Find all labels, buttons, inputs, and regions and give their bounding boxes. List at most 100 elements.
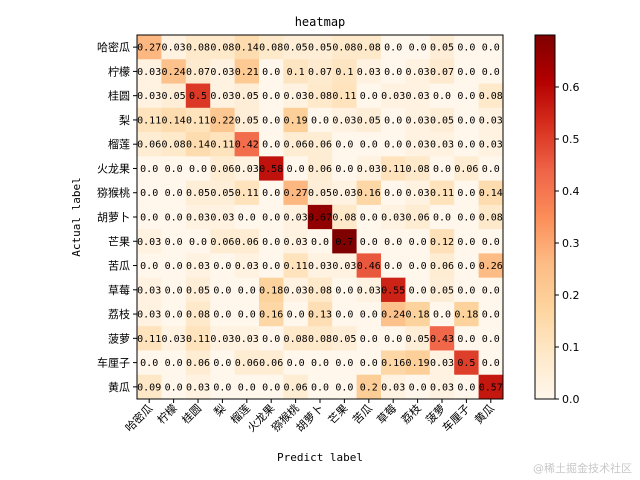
- heatmap-cell: [454, 83, 480, 109]
- cell-value-label: 0.05: [430, 115, 454, 126]
- heatmap-cell: [307, 374, 333, 400]
- heatmap-cell: [137, 107, 162, 133]
- heatmap-cell: [185, 229, 211, 254]
- heatmap-cell: [356, 253, 382, 279]
- cell-value-label: 0.05: [235, 115, 259, 126]
- heatmap-cell: [161, 277, 187, 303]
- heatmap-cell: [332, 107, 358, 133]
- x-tick-label: 胡萝卜: [293, 401, 326, 434]
- cell-value-label: 0.08: [479, 91, 503, 102]
- heatmap-cell: [259, 277, 284, 303]
- cell-value-label: 0.18: [454, 310, 478, 321]
- cell-value-label: 0.0: [213, 382, 231, 393]
- heatmap-cell: [234, 107, 260, 133]
- x-tick-label: 芒果: [326, 402, 351, 427]
- cell-value-label: 0.08: [357, 43, 381, 54]
- heatmap-cell: [381, 132, 406, 157]
- heatmap-cell: [137, 83, 162, 109]
- cell-value-label: 0.27: [284, 188, 308, 199]
- heatmap-cell: [356, 107, 382, 133]
- cell-value-label: 0.03: [137, 285, 161, 296]
- heatmap-cell: [307, 59, 333, 85]
- heatmap-cell: [454, 132, 480, 157]
- cell-value-label: 0.57: [479, 382, 503, 393]
- heatmap-cell: [478, 326, 504, 351]
- heatmap-cell: [161, 301, 187, 327]
- colorbar-tick-label: 0.6: [562, 81, 580, 94]
- cell-value-label: 0.06: [308, 140, 332, 151]
- heatmap-cell: [429, 59, 455, 85]
- heatmap-cell: [137, 156, 162, 182]
- heatmap-cell: [185, 277, 211, 303]
- heatmap-cell: [478, 35, 504, 60]
- heatmap-cell: [185, 35, 211, 60]
- cell-value-label: 0.05: [308, 188, 332, 199]
- cell-value-label: 0.03: [479, 115, 503, 126]
- cell-value-label: 0.1: [287, 67, 305, 78]
- heatmap-cell: [405, 180, 431, 206]
- heatmap-cell: [356, 350, 382, 376]
- heatmap-cell: [161, 83, 187, 109]
- cell-value-label: 0.18: [406, 310, 430, 321]
- cell-value-label: 0.0: [165, 188, 183, 199]
- cell-value-label: 0.03: [284, 91, 308, 102]
- cell-value-label: 0.0: [262, 67, 280, 78]
- cell-value-label: 0.0: [384, 115, 402, 126]
- heatmap-cell: [332, 59, 358, 85]
- cell-value-label: 0.0: [409, 43, 427, 54]
- heatmap-cell: [429, 326, 455, 351]
- cell-value-label: 0.26: [479, 261, 503, 272]
- heatmap-cell: [381, 83, 406, 109]
- heatmap-cell: [332, 253, 358, 279]
- cell-value-label: 0.11: [186, 115, 210, 126]
- cell-value-label: 0.08: [479, 213, 503, 224]
- heatmap-cell: [429, 107, 455, 133]
- cell-value-label: 0.0: [262, 261, 280, 272]
- cell-value-label: 0.16: [259, 310, 283, 321]
- heatmap-cell: [356, 374, 382, 400]
- heatmap-cell: [405, 253, 431, 279]
- cell-value-label: 0.05: [162, 91, 186, 102]
- cell-value-label: 0.03: [430, 358, 454, 369]
- cell-value-label: 0.0: [287, 164, 305, 175]
- watermark: @稀土掘金技术社区: [533, 461, 632, 475]
- heatmap-cell: [234, 277, 260, 303]
- heatmap-cell: [454, 180, 480, 206]
- heatmap-cell: [356, 204, 382, 230]
- cell-value-label: 0.0: [335, 382, 353, 393]
- heatmap-cell: [307, 229, 333, 254]
- heatmap-cell: [259, 107, 284, 133]
- cell-value-label: 0.03: [235, 334, 259, 345]
- cell-value-label: 0.0: [335, 358, 353, 369]
- cell-value-label: 0.0: [262, 237, 280, 248]
- heatmap-cell: [356, 277, 382, 303]
- heatmap-cell: [429, 229, 455, 254]
- heatmap-cell: [161, 132, 187, 157]
- cell-value-label: 0.03: [332, 115, 356, 126]
- heatmap-cell: [234, 156, 260, 182]
- heatmap-cell: [429, 156, 455, 182]
- cell-value-label: 0.0: [482, 310, 500, 321]
- colorbar-tick-label: 0.0: [562, 393, 580, 406]
- heatmap-cell: [234, 326, 260, 351]
- heatmap-cell: [356, 156, 382, 182]
- cell-value-label: 0.0: [262, 188, 280, 199]
- cell-value-label: 0.06: [308, 164, 332, 175]
- heatmap-cell: [210, 326, 236, 351]
- heatmap-cell: [210, 301, 236, 327]
- heatmap-cell: [185, 132, 211, 157]
- heatmap-cell: [332, 132, 358, 157]
- cell-value-label: 0.0: [482, 358, 500, 369]
- cell-value-label: 0.03: [137, 67, 161, 78]
- heatmap-cell: [185, 83, 211, 109]
- y-tick-label: 黄瓜: [108, 380, 130, 394]
- y-tick-label: 火龙果: [97, 162, 130, 175]
- heatmap-cell: [137, 204, 162, 230]
- cell-value-label: 0.0: [384, 237, 402, 248]
- cell-value-label: 0.0: [482, 164, 500, 175]
- cell-value-label: 0.0: [165, 358, 183, 369]
- cell-value-label: 0.03: [186, 261, 210, 272]
- cell-value-label: 0.05: [284, 43, 308, 54]
